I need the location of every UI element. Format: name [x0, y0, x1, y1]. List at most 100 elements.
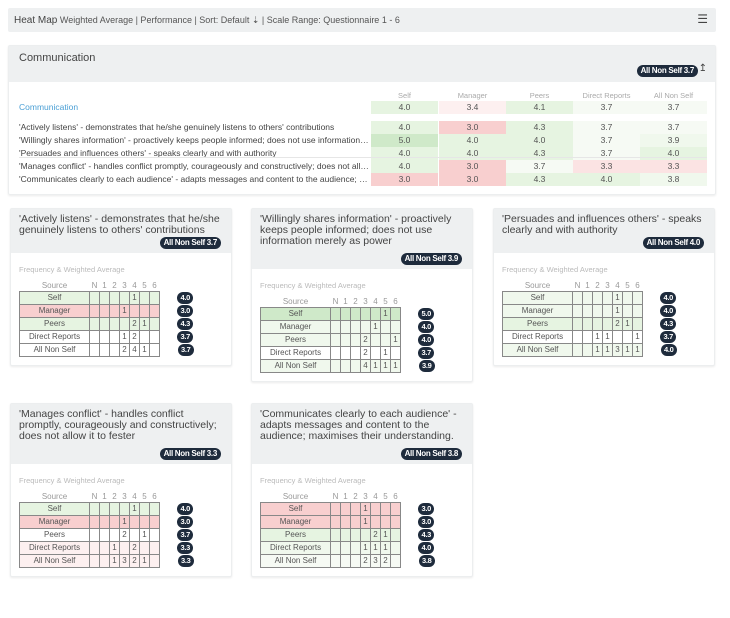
count-cell — [370, 514, 381, 529]
heat-cell[interactable]: 5.0 — [371, 134, 438, 147]
column-header: Peers — [529, 91, 550, 100]
heat-cell[interactable]: 4.1 — [506, 101, 573, 114]
heat-cell[interactable]: 4.0 — [439, 134, 506, 147]
item-label[interactable]: 'Willingly shares information' - proacti… — [19, 135, 369, 145]
item-label[interactable]: 'Manages conflict' - handles conflict pr… — [19, 161, 369, 171]
heat-cell[interactable]: 4.0 — [573, 173, 640, 186]
heatmap-row[interactable]: 'Manages conflict' - handles conflict pr… — [19, 160, 707, 173]
count-cell: 1 — [632, 342, 643, 357]
count-cell: 1 — [139, 527, 150, 542]
count-cell — [380, 332, 391, 347]
heat-cell[interactable]: 3.0 — [371, 173, 438, 186]
heatmap-row[interactable]: 'Persuades and influences others' - spea… — [19, 147, 707, 160]
count-cell — [330, 514, 341, 529]
heat-cell[interactable]: 3.7 — [573, 101, 640, 114]
count-cell: 1 — [380, 345, 391, 360]
heat-cell[interactable]: 3.7 — [573, 147, 640, 160]
table-row: All Non Self 1 3 2 1 3.3 — [19, 553, 194, 568]
column-header: Source — [524, 280, 551, 290]
column-header: 3 — [363, 491, 368, 501]
heat-cell[interactable]: 4.0 — [506, 134, 573, 147]
source-label: Self — [502, 290, 573, 305]
heatmap-row[interactable]: 'Communicates clearly to each audience' … — [19, 173, 707, 186]
heat-cell[interactable]: 4.0 — [371, 101, 438, 114]
count-cell: 1 — [370, 540, 381, 555]
count-cell: 2 — [129, 553, 140, 568]
category-link[interactable]: Communication — [19, 102, 79, 112]
count-cell: 2 — [370, 527, 381, 542]
heat-cell[interactable]: 4.0 — [371, 121, 438, 134]
heat-cell[interactable]: 3.7 — [640, 101, 707, 114]
heat-cell[interactable]: 4.0 — [371, 147, 438, 160]
card-header: 'Communicates clearly to each audience' … — [252, 404, 472, 464]
sort-descending-icon[interactable]: ⇣ — [251, 15, 260, 25]
count-cell — [330, 306, 341, 321]
count-cell: 3 — [612, 342, 623, 357]
sliders-icon[interactable]: ☰ — [697, 12, 708, 26]
category-row[interactable]: Communication 4.0 3.4 4.1 3.7 3.7 — [19, 101, 707, 114]
average-badge: 3.7 — [660, 330, 676, 343]
average-badge: 4.0 — [418, 320, 434, 333]
heat-cell[interactable]: 4.0 — [371, 160, 438, 173]
count-cell: 1 — [612, 303, 623, 318]
view-settings[interactable]: Weighted Average | Performance | Sort: D… — [59, 15, 250, 25]
count-cell — [139, 501, 150, 516]
all-non-self-badge: All Non Self 3.7 — [636, 65, 698, 77]
average-badge: 3.3 — [177, 541, 193, 554]
table-row: Direct Reports 2 1 3.7 — [260, 345, 435, 360]
count-cell — [592, 290, 603, 305]
count-cell — [572, 342, 583, 357]
count-cell — [89, 290, 100, 305]
table-row: Direct Reports 1 1 1 3.7 — [502, 329, 677, 344]
arrow-up-icon[interactable]: ↥ — [698, 63, 707, 74]
heat-cell[interactable]: 4.3 — [506, 173, 573, 186]
heat-cell[interactable]: 3.0 — [439, 160, 506, 173]
heat-cell[interactable]: 4.3 — [506, 147, 573, 160]
question-card: 'Persuades and influences others' - spea… — [493, 208, 715, 366]
count-cell: 1 — [632, 329, 643, 344]
heat-cell[interactable]: 3.7 — [573, 121, 640, 134]
item-label[interactable]: 'Actively listens' - demonstrates that h… — [19, 122, 335, 132]
heat-cell[interactable]: 3.9 — [640, 134, 707, 147]
count-cell: 2 — [129, 540, 140, 555]
average-badge: 3.0 — [418, 515, 434, 528]
count-cell — [119, 501, 130, 516]
average-badge: 3.0 — [177, 515, 193, 528]
count-cell — [572, 290, 583, 305]
column-header: Source — [282, 296, 309, 306]
heatmap-row[interactable]: 'Willingly shares information' - proacti… — [19, 134, 707, 147]
count-cell: 2 — [360, 345, 371, 360]
average-badge: 4.3 — [660, 317, 676, 330]
heat-cell[interactable]: 3.8 — [640, 173, 707, 186]
heat-cell[interactable]: 3.7 — [506, 160, 573, 173]
heat-cell[interactable]: 3.3 — [573, 160, 640, 173]
count-cell — [89, 342, 100, 357]
item-label[interactable]: 'Communicates clearly to each audience' … — [19, 174, 369, 184]
heat-cell[interactable]: 3.4 — [439, 101, 506, 114]
heat-cell[interactable]: 3.3 — [640, 160, 707, 173]
heat-cell[interactable]: 4.3 — [506, 121, 573, 134]
frequency-label: Frequency & Weighted Average — [19, 476, 125, 485]
heat-cell[interactable]: 3.7 — [573, 134, 640, 147]
column-header: N — [91, 280, 98, 290]
heat-cell[interactable]: 4.0 — [439, 147, 506, 160]
count-cell — [99, 316, 110, 331]
heat-cell[interactable]: 3.7 — [640, 121, 707, 134]
heatmap-row[interactable]: 'Actively listens' - demonstrates that h… — [19, 121, 707, 134]
all-non-self-badge: All Non Self 3.9 — [400, 253, 462, 265]
column-header: 6 — [635, 280, 640, 290]
heat-cell[interactable]: 4.0 — [640, 147, 707, 160]
column-header: 5 — [383, 296, 388, 306]
count-cell — [380, 501, 391, 516]
heat-cell[interactable]: 3.0 — [439, 173, 506, 186]
average-badge: 3.9 — [418, 359, 435, 372]
source-label: Manager — [502, 303, 573, 318]
count-cell: 1 — [139, 342, 150, 357]
average-badge: 4.0 — [418, 333, 434, 346]
count-cell — [330, 553, 341, 568]
count-cell: 1 — [622, 342, 633, 357]
average-cell: 4.0 — [642, 304, 677, 317]
heat-cell[interactable]: 3.0 — [439, 121, 506, 134]
average-cell: 4.0 — [642, 291, 677, 304]
column-header: 1 — [102, 491, 107, 501]
